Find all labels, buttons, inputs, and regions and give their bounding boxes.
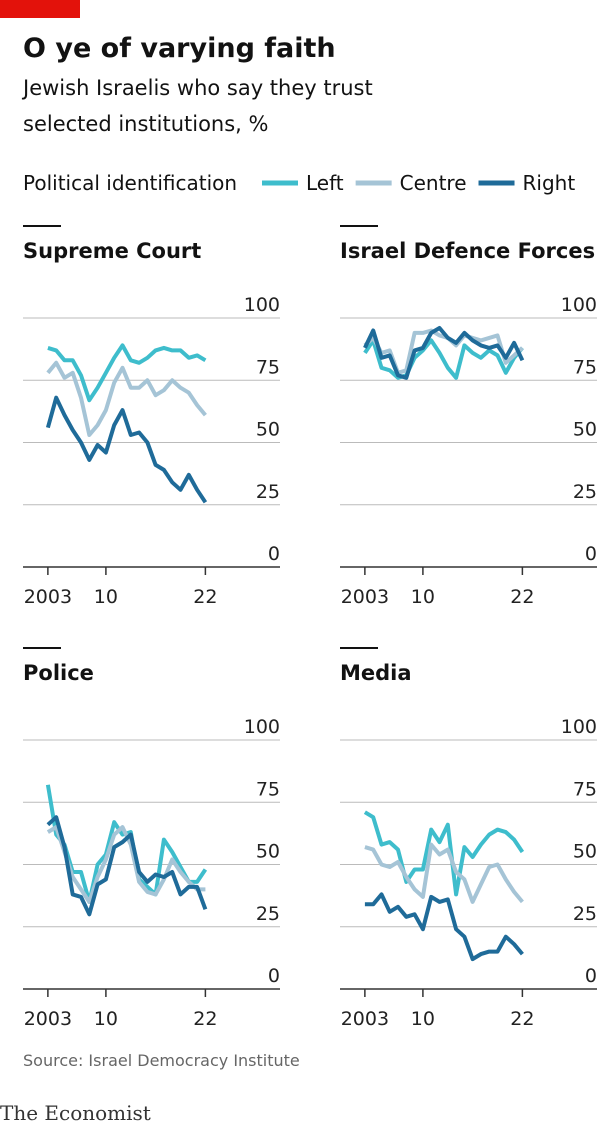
x-tick-label: 2003 [341, 1008, 389, 1030]
y-tick-label: 0 [585, 543, 597, 565]
y-tick-label: 100 [244, 294, 280, 316]
subtitle: Jewish Israelis who say they trust [21, 76, 373, 100]
series-line [46, 360, 207, 437]
chart-title: O ye of varying faith [23, 33, 336, 64]
x-tick-label: 10 [411, 1008, 435, 1030]
series-line [363, 326, 525, 380]
y-tick-label: 75 [256, 778, 280, 800]
x-tick-label: 10 [94, 1008, 118, 1030]
x-tick-label: 22 [510, 1008, 534, 1030]
panel-title: Supreme Court [23, 239, 201, 263]
y-tick-label: 0 [268, 543, 280, 565]
x-tick-label: 10 [411, 586, 435, 608]
source: Source: Israel Democracy Institute [23, 1051, 300, 1070]
series-line [364, 842, 524, 904]
series-line [45, 395, 208, 504]
y-tick-label: 0 [268, 965, 280, 987]
subtitle: selected institutions, % [23, 112, 269, 136]
x-tick-label: 22 [193, 586, 217, 608]
y-tick-label: 25 [573, 903, 597, 925]
x-tick-label: 22 [510, 586, 534, 608]
y-tick-label: 100 [244, 716, 280, 738]
y-tick-label: 100 [561, 294, 597, 316]
series-line [364, 892, 524, 962]
brand: The Economist [0, 1101, 151, 1125]
legend-label: Right [523, 171, 576, 195]
legend-title: Political identification [23, 171, 237, 195]
y-tick-label: 50 [256, 841, 280, 863]
x-tick-label: 10 [94, 586, 118, 608]
y-tick-label: 50 [573, 419, 597, 441]
series-line [363, 338, 524, 380]
panel-title: Media [340, 661, 412, 685]
y-tick-label: 75 [573, 778, 597, 800]
brand-tag [0, 0, 80, 18]
y-tick-label: 50 [573, 841, 597, 863]
legend-label: Left [306, 171, 344, 195]
panel-title: Israel Defence Forces [340, 239, 595, 263]
x-tick-label: 22 [193, 1008, 217, 1030]
y-tick-label: 0 [585, 965, 597, 987]
y-tick-label: 100 [561, 716, 597, 738]
series-line [47, 343, 207, 403]
panel-title: Police [23, 661, 94, 685]
y-tick-label: 25 [573, 481, 597, 503]
series-line [363, 328, 524, 375]
series-line [46, 815, 208, 917]
y-tick-label: 50 [256, 419, 280, 441]
y-tick-label: 25 [256, 481, 280, 503]
y-tick-label: 25 [256, 903, 280, 925]
legend-label: Centre [400, 171, 467, 195]
y-tick-label: 75 [256, 356, 280, 378]
y-tick-label: 75 [573, 356, 597, 378]
series-line [363, 810, 525, 897]
x-tick-label: 2003 [24, 586, 72, 608]
x-tick-label: 2003 [341, 586, 389, 608]
x-tick-label: 2003 [24, 1008, 72, 1030]
